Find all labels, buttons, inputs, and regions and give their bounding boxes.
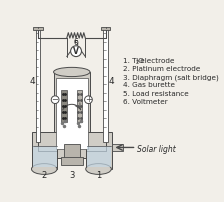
Text: 3: 3 xyxy=(69,171,75,180)
Text: 3. Diaphragm (salt bridge): 3. Diaphragm (salt bridge) xyxy=(123,74,218,81)
Text: V: V xyxy=(73,47,79,56)
Text: 4: 4 xyxy=(109,78,114,86)
Text: 2: 2 xyxy=(42,171,47,180)
Text: 5. Load resistance: 5. Load resistance xyxy=(123,90,188,97)
Bar xyxy=(61,90,67,122)
Bar xyxy=(54,72,90,158)
Bar xyxy=(36,28,40,142)
Text: 1: 1 xyxy=(96,171,101,180)
Text: 4. Gas burette: 4. Gas burette xyxy=(123,82,174,88)
Bar xyxy=(56,78,88,149)
Bar xyxy=(77,90,82,122)
Text: electrode: electrode xyxy=(138,58,174,64)
Ellipse shape xyxy=(86,164,111,174)
Text: 5: 5 xyxy=(74,40,78,49)
Bar xyxy=(101,26,110,30)
Text: 2: 2 xyxy=(136,60,139,65)
Circle shape xyxy=(71,46,82,57)
Circle shape xyxy=(85,96,92,104)
Text: 6. Voltmeter: 6. Voltmeter xyxy=(123,99,167,105)
Bar xyxy=(64,144,80,159)
Bar xyxy=(60,157,83,165)
Bar xyxy=(32,132,57,169)
Text: 1. TiO: 1. TiO xyxy=(123,58,143,64)
Bar xyxy=(86,132,112,169)
Text: 6: 6 xyxy=(74,38,78,47)
Text: +: + xyxy=(85,95,92,104)
Text: 2. Platinum electrode: 2. Platinum electrode xyxy=(123,66,200,72)
Ellipse shape xyxy=(54,67,90,77)
Circle shape xyxy=(51,96,59,104)
Text: −: − xyxy=(52,95,59,104)
Text: Solar light: Solar light xyxy=(137,145,176,154)
Bar xyxy=(87,146,111,167)
Ellipse shape xyxy=(32,164,57,174)
Bar xyxy=(33,26,43,30)
Bar xyxy=(103,28,108,142)
Text: 4: 4 xyxy=(29,78,35,86)
Bar xyxy=(33,146,57,167)
Bar xyxy=(112,144,123,151)
